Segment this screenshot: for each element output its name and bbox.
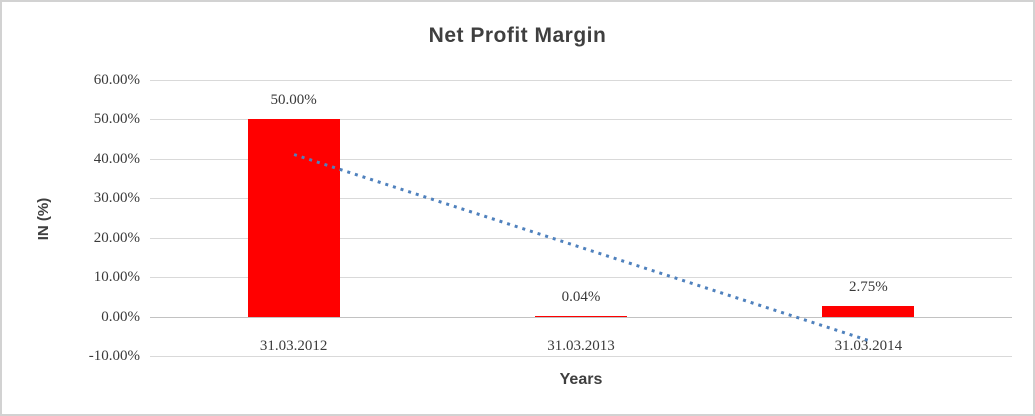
y-tick-label: 60.00% bbox=[93, 72, 140, 88]
y-tick-label: -10.00% bbox=[88, 348, 140, 364]
bar-data-label: 2.75% bbox=[848, 278, 888, 295]
y-axis-title: IN (%) bbox=[35, 197, 52, 241]
y-tick-label: 10.00% bbox=[93, 269, 140, 286]
bar bbox=[247, 119, 340, 317]
bar-data-label: 0.04% bbox=[561, 289, 601, 306]
gridline bbox=[150, 237, 1012, 239]
bar bbox=[822, 305, 915, 317]
gridline bbox=[150, 356, 1012, 357]
y-tick-label: 20.00% bbox=[93, 229, 140, 246]
y-tick-label: 30.00% bbox=[93, 190, 140, 207]
x-axis-line bbox=[150, 316, 1012, 318]
category-label: 31.03.2014 bbox=[834, 338, 903, 354]
trendline bbox=[293, 152, 869, 342]
category-label: 31.03.2013 bbox=[547, 338, 615, 354]
gridline bbox=[150, 80, 1012, 81]
bar-data-label: 50.00% bbox=[270, 92, 317, 109]
y-tick-label: 40.00% bbox=[93, 150, 140, 167]
y-tick-label: 50.00% bbox=[93, 111, 140, 128]
gridline bbox=[150, 119, 1012, 121]
chart-title: Net Profit Margin bbox=[428, 24, 607, 47]
gridline bbox=[150, 277, 1012, 279]
plot-area: 50.00% 31.03.2012 0.04% 31.03.2013 2.75% 31.0… bbox=[150, 80, 1012, 414]
y-tick-label: 0.00% bbox=[101, 308, 140, 325]
category-label: 31.03.2012 bbox=[259, 338, 328, 354]
gridline bbox=[150, 158, 1012, 160]
gridline bbox=[150, 198, 1012, 200]
x-axis-title: Years bbox=[559, 371, 603, 388]
